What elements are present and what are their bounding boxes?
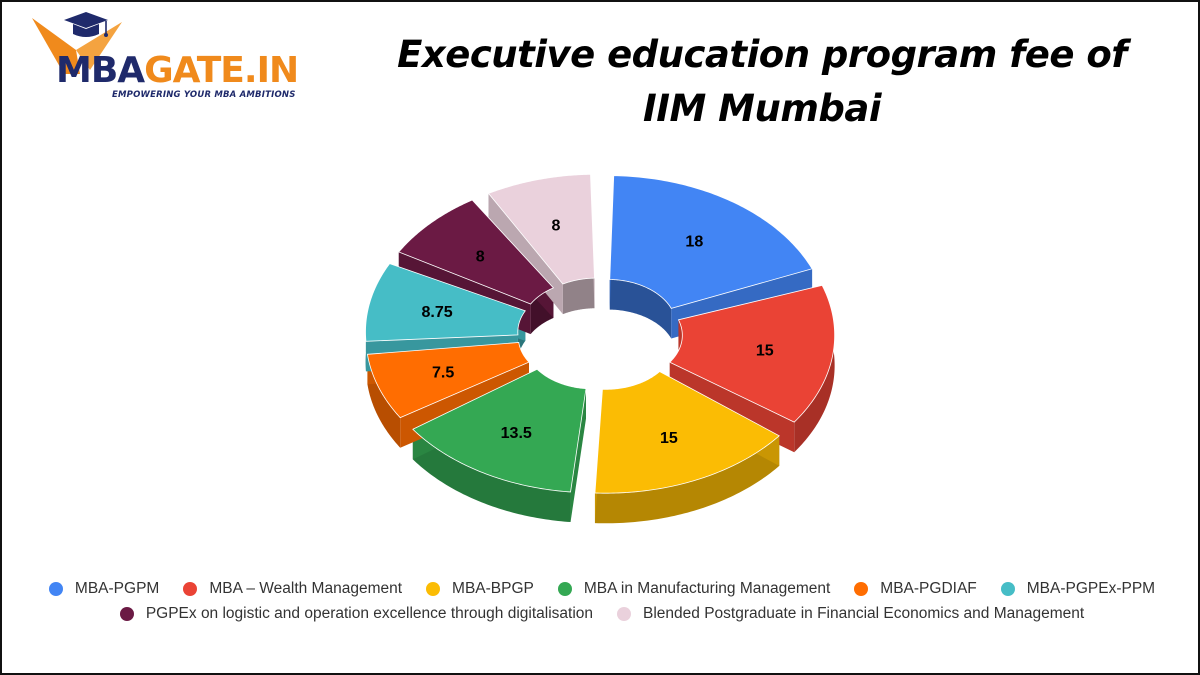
slice-label: 8	[476, 247, 485, 265]
legend-swatch	[1000, 581, 1015, 596]
slice-label: 15	[756, 342, 774, 360]
logo-tagline: EMPOWERING YOUR MBA AMBITIONS	[112, 90, 296, 100]
legend-label: PGPEx on logistic and operation excellen…	[145, 604, 594, 622]
chart-title-line-1: Executive education program fee of	[397, 33, 1127, 76]
chart-title: Executive education program fee of IIM M…	[332, 28, 1192, 136]
pie-slice[interactable]	[609, 175, 813, 309]
slice-label: 13.5	[501, 424, 532, 442]
pie-slice[interactable]	[594, 371, 780, 494]
legend-swatch	[617, 606, 632, 621]
legend-label: MBA-PGDIAF	[880, 579, 977, 597]
pie-slice[interactable]	[365, 263, 526, 342]
chart-title-line-2: IIM Mumbai	[642, 87, 882, 130]
legend-swatch	[426, 581, 441, 596]
slice-label: 8	[551, 217, 560, 235]
legend-label: MBA-PGPEx-PPM	[1026, 579, 1156, 597]
legend-label: MBA in Manufacturing Management	[583, 579, 831, 597]
logo-text-gate: GATE.IN	[144, 50, 299, 91]
logo-text-mba: MBA	[56, 50, 145, 91]
legend-item[interactable]: PGPEx on logistic and operation excellen…	[119, 604, 594, 623]
site-logo[interactable]: MBAGATE.IN EMPOWERING YOUR MBA AMBITIONS	[24, 8, 299, 104]
legend-swatch	[48, 581, 63, 596]
legend-item[interactable]: MBA-PGPEx-PPM	[1000, 579, 1156, 598]
graduation-cap-icon	[32, 12, 122, 74]
pie-slice[interactable]	[669, 284, 836, 423]
legend-label: MBA-BPGP	[452, 579, 534, 597]
legend-swatch	[119, 606, 134, 621]
legend-swatch	[557, 581, 572, 596]
slice-label: 7.5	[432, 364, 454, 382]
legend-item[interactable]: MBA in Manufacturing Management	[557, 579, 831, 598]
legend-item[interactable]: MBA-PGDIAF	[854, 579, 977, 598]
legend-swatch	[183, 581, 198, 596]
legend-label: MBA – Wealth Management	[209, 579, 403, 597]
legend-label: Blended Postgraduate in Financial Econom…	[643, 604, 1085, 622]
legend-label: MBA-PGPM	[74, 579, 160, 597]
pie-slice[interactable]	[487, 173, 595, 285]
legend-row: MBA-PGPM MBA – Wealth Management MBA-BPGP M…	[10, 576, 1194, 601]
pie-slice[interactable]	[398, 199, 555, 305]
logo-wordmark: MBAGATE.IN	[56, 50, 299, 91]
chart-legend: MBA-PGPM MBA – Wealth Management MBA-BPGP M…	[10, 576, 1194, 626]
legend-item[interactable]: MBA-PGPM	[48, 579, 160, 598]
slice-label: 18	[685, 233, 703, 251]
legend-item[interactable]: Blended Postgraduate in Financial Econom…	[617, 605, 1084, 623]
pie-slice[interactable]	[366, 342, 530, 419]
pie-slice[interactable]	[412, 368, 587, 493]
slice-label: 15	[660, 429, 678, 447]
legend-item[interactable]: MBA – Wealth Management	[183, 580, 402, 598]
legend-row: PGPEx on logistic and operation excellen…	[10, 601, 1194, 626]
slice-label: 8.75	[422, 303, 453, 321]
legend-swatch	[854, 581, 869, 596]
legend-item[interactable]: MBA-BPGP	[426, 580, 534, 598]
